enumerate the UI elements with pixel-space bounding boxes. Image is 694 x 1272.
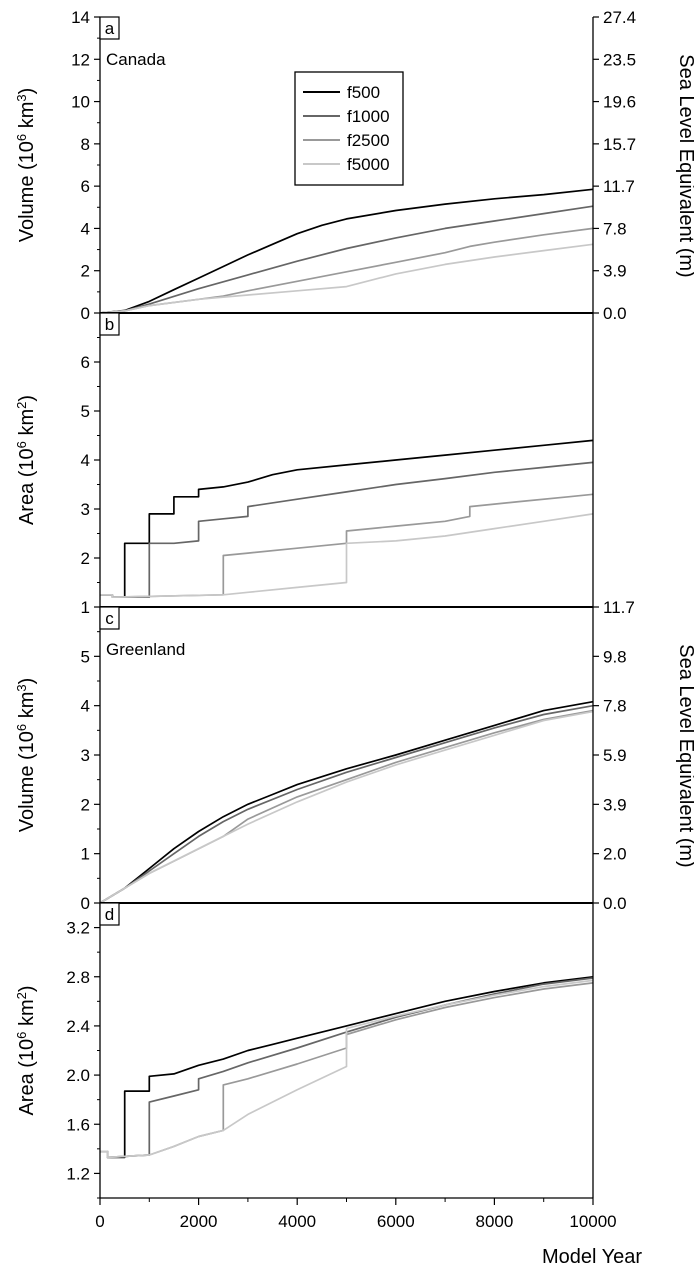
- y-tick-label-b: 3: [81, 500, 90, 519]
- region-label-c: Greenland: [106, 640, 185, 659]
- legend-label-f500: f500: [347, 83, 380, 102]
- series-line-d-f500: [100, 975, 594, 1159]
- y2-tick-label-a: 0.0: [603, 304, 627, 323]
- y-tick-label-c: 2: [81, 795, 90, 814]
- y2-tick-label-a: 7.8: [603, 219, 627, 238]
- y2-axis-title-c: Sea Level Equivalent (m): [675, 644, 694, 867]
- y2-tick-label-c: 2.0: [603, 845, 627, 864]
- y-tick-label-b: 2: [81, 549, 90, 568]
- y-tick-label-d: 3.2: [66, 919, 90, 938]
- y-tick-label-c: 3: [81, 746, 90, 765]
- series-line-d-f1000: [100, 977, 594, 1159]
- x-tick-label: 0: [95, 1212, 104, 1231]
- y2-tick-label-c: 3.9: [603, 795, 627, 814]
- y-tick-label-d: 1.2: [66, 1164, 90, 1183]
- x-tick-label: 2000: [180, 1212, 218, 1231]
- panel-label-a: a: [105, 19, 115, 38]
- legend-label-f5000: f5000: [347, 155, 390, 174]
- panel-label-b: b: [105, 315, 114, 334]
- x-tick-label: 8000: [475, 1212, 513, 1231]
- y-tick-label-a: 2: [81, 262, 90, 281]
- panel-label-c: c: [105, 609, 114, 628]
- series-layer: [99, 188, 594, 1159]
- series-line-d-f2500: [100, 982, 594, 1159]
- y-tick-label-d: 2.4: [66, 1017, 90, 1036]
- y-tick-label-c: 5: [81, 647, 90, 666]
- series-line-a-f2500: [99, 227, 594, 314]
- y-tick-label-b: 1: [81, 598, 90, 617]
- y-tick-label-d: 2.8: [66, 968, 90, 987]
- y-axis-title-b: Area (106 km2): [14, 395, 39, 525]
- y-tick-label-a: 10: [71, 93, 90, 112]
- legend: f500 f1000 f2500 f5000: [294, 71, 404, 186]
- legend-box: [294, 71, 404, 186]
- y-tick-label-a: 4: [81, 219, 90, 238]
- y-axis-title-d: Area (106 km2): [14, 985, 39, 1115]
- y-tick-label-b: 4: [81, 451, 90, 470]
- x-tick-label: 4000: [278, 1212, 316, 1231]
- y-tick-label-c: 0: [81, 894, 90, 913]
- y2-tick-label-c: 0.0: [603, 894, 627, 913]
- region-label-a: Canada: [106, 50, 166, 69]
- panel-label-box-b: [99, 312, 120, 336]
- y-axis-title-c: Volume (106 km3): [14, 678, 39, 833]
- series-line-c-f1000: [99, 704, 594, 904]
- y2-tick-label-a: 19.6: [603, 93, 636, 112]
- x-tick-label: 6000: [377, 1212, 415, 1231]
- y2-axis-title-a: Sea Level Equivalent (m): [675, 54, 694, 277]
- panel-label-box-a: [99, 16, 120, 40]
- series-line-d-f5000: [100, 979, 594, 1159]
- y-tick-label-a: 14: [71, 8, 90, 27]
- y-tick-label-a: 12: [71, 50, 90, 69]
- y-tick-label-b: 6: [81, 353, 90, 372]
- y2-tick-label-c: 5.9: [603, 746, 627, 765]
- panel-label-box-c: [99, 606, 120, 630]
- series-line-a-f500: [99, 188, 594, 314]
- y2-tick-label-c: 11.7: [603, 598, 635, 617]
- legend-label-f2500: f2500: [347, 131, 390, 150]
- y2-tick-label-a: 23.5: [603, 50, 636, 69]
- y2-tick-label-a: 3.9: [603, 262, 627, 281]
- x-axis-title: Model Year: [542, 1246, 642, 1268]
- y2-tick-label-c: 9.8: [603, 647, 627, 666]
- y2-tick-label-c: 7.8: [603, 697, 627, 716]
- y2-tick-label-a: 27.4: [603, 8, 636, 27]
- series-line-b-f5000: [100, 513, 594, 599]
- series-line-a-f1000: [99, 205, 594, 314]
- y-tick-label-a: 0: [81, 304, 90, 323]
- y-axis-title-a: Volume (106 km3): [14, 88, 39, 243]
- series-line-c-f5000: [99, 710, 594, 904]
- x-tick-label: 10000: [569, 1212, 616, 1231]
- axes-layer: [94, 16, 599, 1205]
- series-line-c-f2500: [99, 709, 594, 904]
- y2-tick-label-a: 11.7: [603, 177, 635, 196]
- y-tick-label-c: 1: [81, 845, 90, 864]
- y-tick-label-b: 5: [81, 402, 90, 421]
- text-layer: 024681012140.03.97.811.715.719.623.527.4…: [14, 8, 694, 1268]
- y-tick-label-a: 6: [81, 177, 90, 196]
- panel-label-d: d: [105, 905, 114, 924]
- series-line-a-f5000: [99, 243, 594, 314]
- y-tick-label-c: 4: [81, 697, 90, 716]
- y-tick-label-d: 1.6: [66, 1115, 90, 1134]
- y-tick-label-d: 2.0: [66, 1066, 90, 1085]
- legend-label-f1000: f1000: [347, 107, 390, 126]
- y-tick-label-a: 8: [81, 135, 90, 154]
- y2-tick-label-a: 15.7: [603, 135, 636, 154]
- series-line-c-f500: [99, 700, 594, 904]
- panel-label-box-d: [99, 902, 120, 926]
- series-line-b-f500: [100, 439, 594, 599]
